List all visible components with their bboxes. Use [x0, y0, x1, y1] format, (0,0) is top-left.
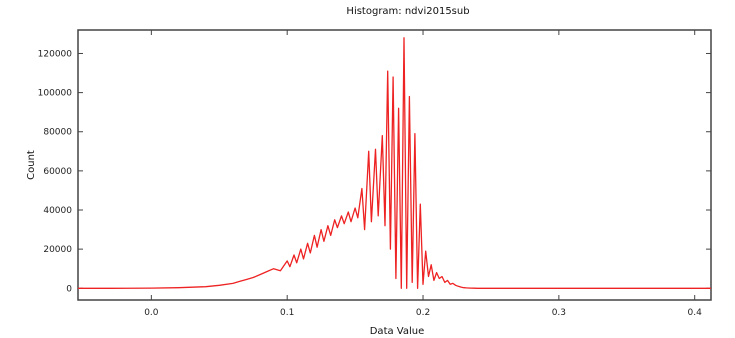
x-tick-label: 0.4 — [688, 308, 703, 318]
y-tick-label: 120000 — [38, 49, 73, 59]
x-axis-ticks: 0.0 0.1 0.2 0.3 0.4 — [144, 30, 702, 318]
y-tick-label: 20000 — [43, 245, 72, 255]
x-axis-label: Data Value — [370, 326, 425, 337]
y-axis-label: Count — [26, 150, 37, 180]
x-tick-label: 0.2 — [416, 308, 430, 318]
x-tick-label: 0.1 — [280, 308, 294, 318]
y-tick-label: 40000 — [43, 206, 72, 216]
x-tick-label: 0.0 — [144, 308, 159, 318]
y-tick-label: 100000 — [38, 89, 73, 99]
y-tick-label: 0 — [66, 284, 72, 294]
y-tick-label: 80000 — [43, 128, 72, 138]
x-tick-label: 0.3 — [552, 308, 566, 318]
histogram-line — [78, 37, 711, 289]
chart-title: Histogram: ndvi2015sub — [346, 6, 469, 17]
y-tick-label: 60000 — [43, 167, 72, 177]
